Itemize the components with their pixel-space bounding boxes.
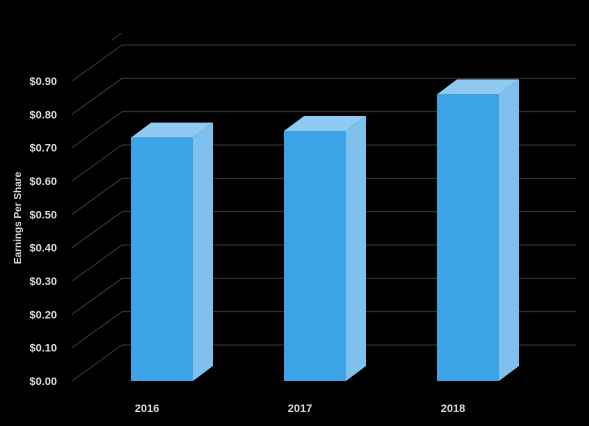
y-tick-label: $0.50 [29, 209, 57, 221]
y-tick-label: $0.70 [29, 143, 57, 155]
bars [131, 79, 519, 382]
y-tick-label: $0.40 [29, 243, 57, 255]
y-axis-label: Earnings Per Share [13, 171, 24, 264]
y-tick-label: $0.20 [29, 309, 57, 321]
gridline-diagonal [111, 32, 123, 41]
bar-2018 [437, 79, 519, 381]
gridline-diagonal [71, 77, 123, 115]
bar-top [437, 79, 519, 95]
gridline-diagonal [71, 344, 123, 382]
y-tick-label: $0.80 [29, 109, 57, 121]
bar-2016 [131, 122, 213, 382]
y-tick-label: $0.00 [29, 376, 57, 388]
bar-2017 [284, 116, 366, 381]
y-tick-label: $0.10 [29, 343, 57, 355]
gridline-diagonal [71, 311, 123, 349]
bar-side [346, 116, 366, 381]
y-tick-label: $0.60 [29, 176, 57, 188]
x-axis-ticks: 2016 2017 2018 [135, 403, 465, 415]
y-tick-label: $0.90 [29, 76, 57, 88]
y-axis-ticks: $0.00 $0.10 $0.20 $0.30 $0.40 $0.50 $0.60 $0.70… [29, 76, 57, 388]
y-tick-label: $0.30 [29, 276, 57, 288]
gridline-diagonal [71, 177, 123, 215]
gridline-diagonal [71, 277, 123, 315]
bar-side [193, 122, 213, 382]
gridline-diagonal [71, 144, 123, 182]
bar-top [131, 122, 213, 138]
gridline-diagonal [71, 211, 123, 249]
x-tick-label: 2016 [135, 403, 159, 415]
bar-top [284, 116, 366, 131]
bar-front [437, 94, 499, 381]
bar-front [131, 137, 193, 381]
x-tick-label: 2018 [441, 403, 465, 415]
bar-front [284, 131, 346, 381]
gridline-diagonal [71, 244, 123, 282]
bar-side [499, 79, 519, 381]
gridline-diagonal [71, 111, 123, 149]
gridline-diagonal [71, 44, 123, 82]
x-tick-label: 2017 [288, 403, 312, 415]
